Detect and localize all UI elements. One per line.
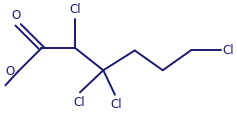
Text: Cl: Cl [69,3,81,16]
Text: Cl: Cl [110,98,122,111]
Text: O: O [11,9,20,22]
Text: Cl: Cl [73,96,85,109]
Text: Cl: Cl [222,44,234,57]
Text: O: O [5,65,15,78]
